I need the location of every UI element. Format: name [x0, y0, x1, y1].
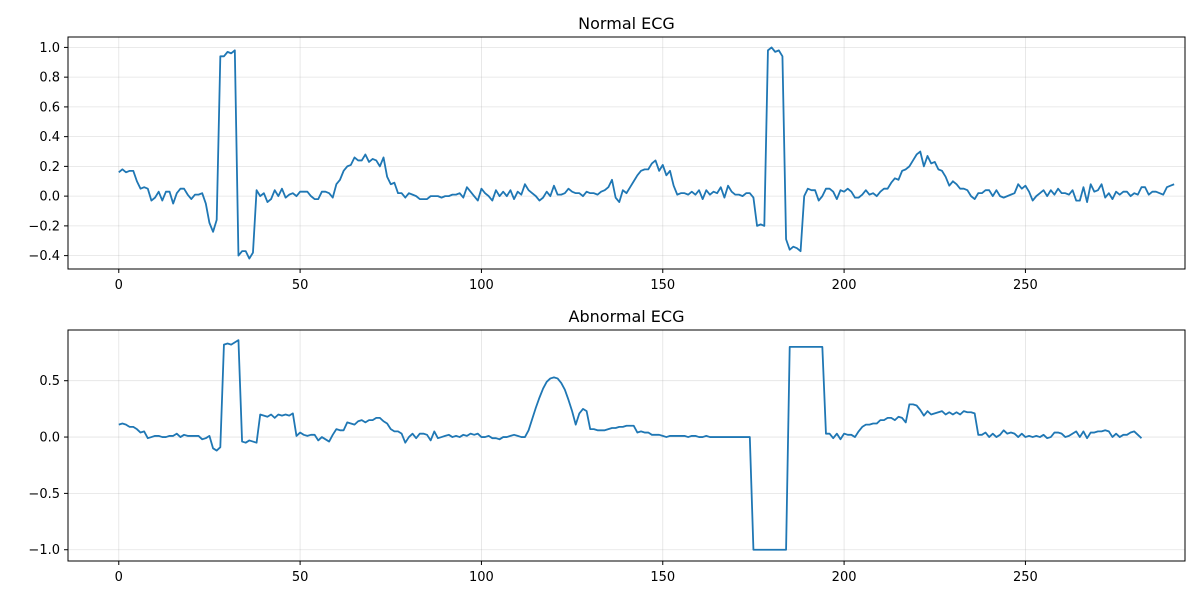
chart-panel-0: 0 50 100 150 200 250 −0.4 −0.2 0.0 0.2 0.4 0.6 0.8 1.…	[28, 14, 1186, 293]
y-tick-label: 0.0	[39, 190, 60, 205]
x-tick-label: 0	[115, 570, 123, 585]
y-tick-label: −1.0	[28, 543, 60, 558]
x-tick-label: 150	[650, 278, 675, 293]
charts: 0 50 100 150 200 250 −0.4 −0.2 0.0 0.2 0.4 0.6 0.8 1.…	[28, 14, 1186, 585]
y-tick-label: 0.2	[39, 160, 60, 175]
x-tick-label: 50	[292, 278, 309, 293]
y-tick-label: −0.4	[28, 249, 60, 264]
chart-title: Normal ECG	[578, 14, 675, 33]
series-line-0	[118, 46, 1175, 260]
y-tick-label: 0.8	[39, 71, 60, 86]
y-tick-label: 0.0	[39, 431, 60, 446]
y-tick-label: −0.5	[28, 487, 60, 502]
chart-title: Abnormal ECG	[569, 307, 685, 326]
y-tick-label: 0.6	[39, 100, 60, 115]
x-tick-label: 100	[469, 570, 494, 585]
y-tick-label: 0.5	[39, 374, 60, 389]
chart-panel-1: 0 50 100 150 200 250 −1.0 −0.5 0.0 0.5 Abnormal EC…	[28, 307, 1186, 585]
x-tick-label: 50	[292, 570, 309, 585]
x-tick-label: 200	[832, 570, 857, 585]
plot-frame	[67, 36, 1186, 270]
x-tick-label: 250	[1013, 570, 1038, 585]
y-tick-label: 0.4	[39, 130, 60, 145]
x-tick-label: 150	[650, 570, 675, 585]
y-tick-label: 1.0	[39, 41, 60, 56]
x-tick-label: 200	[832, 278, 857, 293]
x-tick-label: 0	[115, 278, 123, 293]
x-tick-label: 100	[469, 278, 494, 293]
x-tick-label: 250	[1013, 278, 1038, 293]
series-line-0	[118, 339, 1143, 551]
plot-frame	[67, 329, 1186, 562]
y-tick-label: −0.2	[28, 219, 60, 234]
